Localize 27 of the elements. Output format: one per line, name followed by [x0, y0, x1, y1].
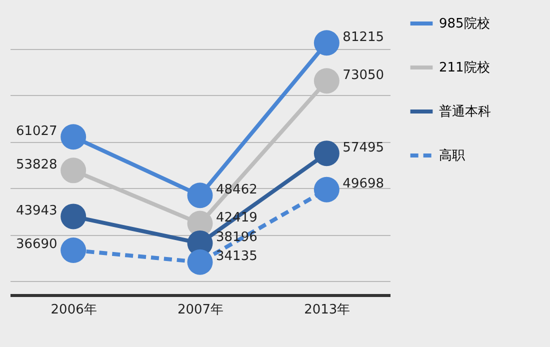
point — [60, 158, 86, 184]
data-label: 34135 — [216, 249, 258, 264]
data-label: 61027 — [16, 124, 58, 139]
data-label: 36690 — [16, 237, 58, 252]
legend-label: 211院校 — [439, 60, 490, 76]
point — [314, 176, 340, 202]
data-label: 48462 — [216, 182, 258, 198]
data-label: 57495 — [342, 140, 384, 156]
data-label: 73050 — [342, 68, 384, 83]
data-label: 81215 — [342, 30, 384, 45]
point — [187, 249, 213, 275]
data-label: 49698 — [342, 176, 384, 192]
point — [314, 140, 340, 166]
point — [314, 30, 340, 56]
x-tick-label: 2013年 — [304, 302, 350, 318]
legend-label: 普通本科 — [439, 104, 491, 120]
point — [60, 237, 86, 263]
legend-label: 高职 — [439, 148, 465, 164]
point — [60, 124, 86, 150]
x-tick-label: 2007年 — [177, 302, 224, 318]
point — [60, 204, 86, 230]
data-label: 43943 — [16, 203, 58, 218]
legend-label: 985院校 — [439, 16, 490, 32]
x-tick-label: 2006年 — [50, 302, 97, 318]
data-label: 53828 — [16, 157, 58, 172]
point — [187, 182, 213, 208]
point — [314, 68, 340, 94]
